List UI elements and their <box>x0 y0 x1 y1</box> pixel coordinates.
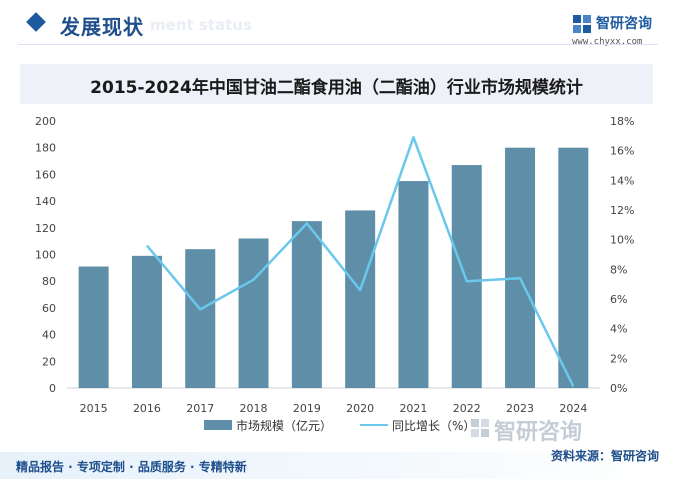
brand-logo-icon <box>573 15 591 33</box>
y-left-tick-label: 100 <box>35 249 56 262</box>
bar-2021 <box>398 181 429 388</box>
y-right-tick-label: 0% <box>610 382 627 395</box>
bar-2023 <box>505 147 536 388</box>
footer-logo-icon <box>471 419 489 437</box>
source-note: 资料来源：智研咨询 <box>550 449 659 463</box>
x-tick-label: 2024 <box>559 402 587 415</box>
footer-slogan: 精品报告 · 专项定制 · 品质服务 · 专精特新 <box>16 460 247 474</box>
header: ment status 发展现状 智研咨询 www.chyxx.com <box>0 0 673 52</box>
y-left-tick-label: 40 <box>42 329 56 342</box>
footer-brand: 智研咨询 <box>494 420 583 445</box>
x-tick-label: 2016 <box>133 402 161 415</box>
y-left-tick-label: 0 <box>49 382 56 395</box>
bar-2019 <box>291 221 322 388</box>
x-tick-label: 2023 <box>506 402 534 415</box>
y-right-tick-label: 4% <box>610 323 627 336</box>
y-left-tick-label: 120 <box>35 222 56 235</box>
bar-2015 <box>78 266 109 388</box>
header-title-en: ment status <box>150 16 252 34</box>
bar-2022 <box>451 165 482 388</box>
chart-title: 2015-2024年中国甘油二酯食用油（二酯油）行业市场规模统计 <box>90 78 583 98</box>
footer-band <box>0 452 673 479</box>
y-right-tick-label: 18% <box>610 115 634 128</box>
x-tick-label: 2019 <box>293 402 321 415</box>
y-right-tick-label: 14% <box>610 174 634 187</box>
bar-2017 <box>185 249 216 388</box>
x-tick-label: 2018 <box>240 402 268 415</box>
y-right-tick-label: 10% <box>610 234 634 247</box>
bar-2024 <box>558 147 589 388</box>
y-right-tick-label: 16% <box>610 145 634 158</box>
x-tick-label: 2021 <box>399 402 427 415</box>
legend-bar-swatch <box>204 420 232 430</box>
y-right-tick-label: 8% <box>610 263 627 276</box>
header-title: 发展现状 <box>60 15 144 39</box>
y-left-tick-label: 140 <box>35 195 56 208</box>
bar-2020 <box>345 210 376 388</box>
legend-line-label: 同比增长（%） <box>392 419 476 433</box>
x-tick-label: 2022 <box>453 402 481 415</box>
bar-2016 <box>131 255 162 388</box>
brand-url: www.chyxx.com <box>572 37 643 47</box>
brand-name: 智研咨询 <box>596 16 652 32</box>
bar-2018 <box>238 238 269 388</box>
y-left-tick-label: 60 <box>42 302 56 315</box>
y-left-tick-label: 160 <box>35 168 56 181</box>
y-right-tick-label: 6% <box>610 293 627 306</box>
x-tick-label: 2015 <box>80 402 108 415</box>
x-tick-label: 2017 <box>186 402 214 415</box>
chart-title-band <box>20 64 653 104</box>
y-right-tick-label: 2% <box>610 352 627 365</box>
y-left-tick-label: 180 <box>35 142 56 155</box>
y-left-tick-label: 20 <box>42 355 56 368</box>
header-divider <box>18 44 658 45</box>
legend-line-swatch <box>360 424 388 426</box>
y-left-tick-label: 80 <box>42 275 56 288</box>
legend-bar-label: 市场规模（亿元） <box>236 419 333 433</box>
y-left-tick-label: 200 <box>35 115 56 128</box>
y-right-tick-label: 12% <box>610 204 634 217</box>
x-tick-label: 2020 <box>346 402 374 415</box>
